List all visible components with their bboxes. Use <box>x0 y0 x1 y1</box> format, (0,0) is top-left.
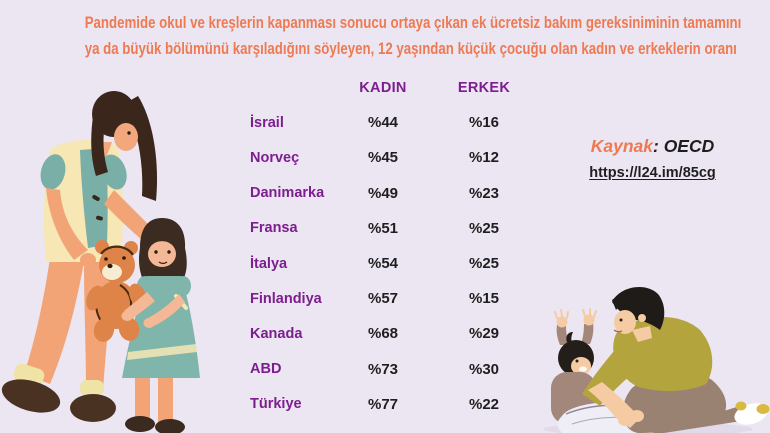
table-row: İtalya %54 %25 <box>250 246 540 281</box>
table-row: Kanada %68 %29 <box>250 316 540 351</box>
kadin-value: %49 <box>367 184 399 202</box>
girl-arms <box>121 292 185 328</box>
erkek-header: ERKEK <box>457 79 511 96</box>
table-header-row: KADIN ERKEK <box>250 70 540 105</box>
source-label: Kaynak <box>590 136 653 156</box>
source-block: Kaynak: OECD https://l24.im/85cg <box>565 136 740 182</box>
kadin-value: %44 <box>367 114 399 132</box>
erkek-value: %23 <box>468 184 500 202</box>
source-colon: : <box>653 136 659 156</box>
data-table: KADIN ERKEK İsrail %44 %16 Norveç %45 %1… <box>250 70 540 422</box>
country-label: İtalya <box>250 255 288 272</box>
country-label: Danimarka <box>250 185 325 202</box>
erkek-value: %30 <box>468 360 500 378</box>
table-row: ABD %73 %30 <box>250 352 540 387</box>
kadin-value: %57 <box>367 290 399 308</box>
country-label: Fransa <box>250 220 298 237</box>
table-row: Danimarka %49 %23 <box>250 176 540 211</box>
country-label: Norveç <box>250 149 300 166</box>
kadin-value: %51 <box>367 219 399 237</box>
country-label: Kanada <box>250 325 303 342</box>
woman-figure <box>1 91 158 422</box>
country-label: Türkiye <box>250 396 302 413</box>
kadin-value: %77 <box>367 395 399 413</box>
kadin-value: %68 <box>367 325 399 343</box>
source-url-link[interactable]: https://l24.im/85cg <box>589 165 716 181</box>
erkek-value: %16 <box>468 114 500 132</box>
kadin-value: %54 <box>367 255 399 273</box>
kadin-header: KADIN <box>359 79 407 96</box>
country-label: Finlandiya <box>250 290 322 307</box>
table-row: Finlandiya %57 %15 <box>250 281 540 316</box>
country-label: İsrail <box>250 114 284 131</box>
erkek-value: %29 <box>468 325 500 343</box>
erkek-value: %25 <box>468 219 500 237</box>
kadin-value: %45 <box>367 149 399 167</box>
right-illustration-father-and-toddler <box>543 287 770 433</box>
table-row: Norveç %45 %12 <box>250 140 540 175</box>
source-value: OECD <box>658 136 715 156</box>
table-row: Fransa %51 %25 <box>250 211 540 246</box>
left-illustration-woman-and-girl <box>1 91 200 433</box>
table-row: Türkiye %77 %22 <box>250 387 540 422</box>
country-label: ABD <box>250 361 282 378</box>
erkek-value: %22 <box>468 395 500 413</box>
erkek-value: %15 <box>468 290 500 308</box>
page-title: Pandemide okul ve kreşlerin kapanması so… <box>0 10 770 62</box>
kadin-value: %73 <box>367 360 399 378</box>
girl-figure <box>122 218 200 433</box>
source-line: Kaynak: OECD <box>565 136 740 157</box>
table-row: İsrail %44 %16 <box>250 105 540 140</box>
erkek-value: %12 <box>468 149 500 167</box>
title-line-1: Pandemide okul ve kreşlerin kapanması so… <box>84 13 742 32</box>
father-figure <box>582 287 770 433</box>
erkek-value: %25 <box>468 255 500 273</box>
title-line-2: ya da büyük bölümünü karşıladığını söyle… <box>84 39 737 58</box>
